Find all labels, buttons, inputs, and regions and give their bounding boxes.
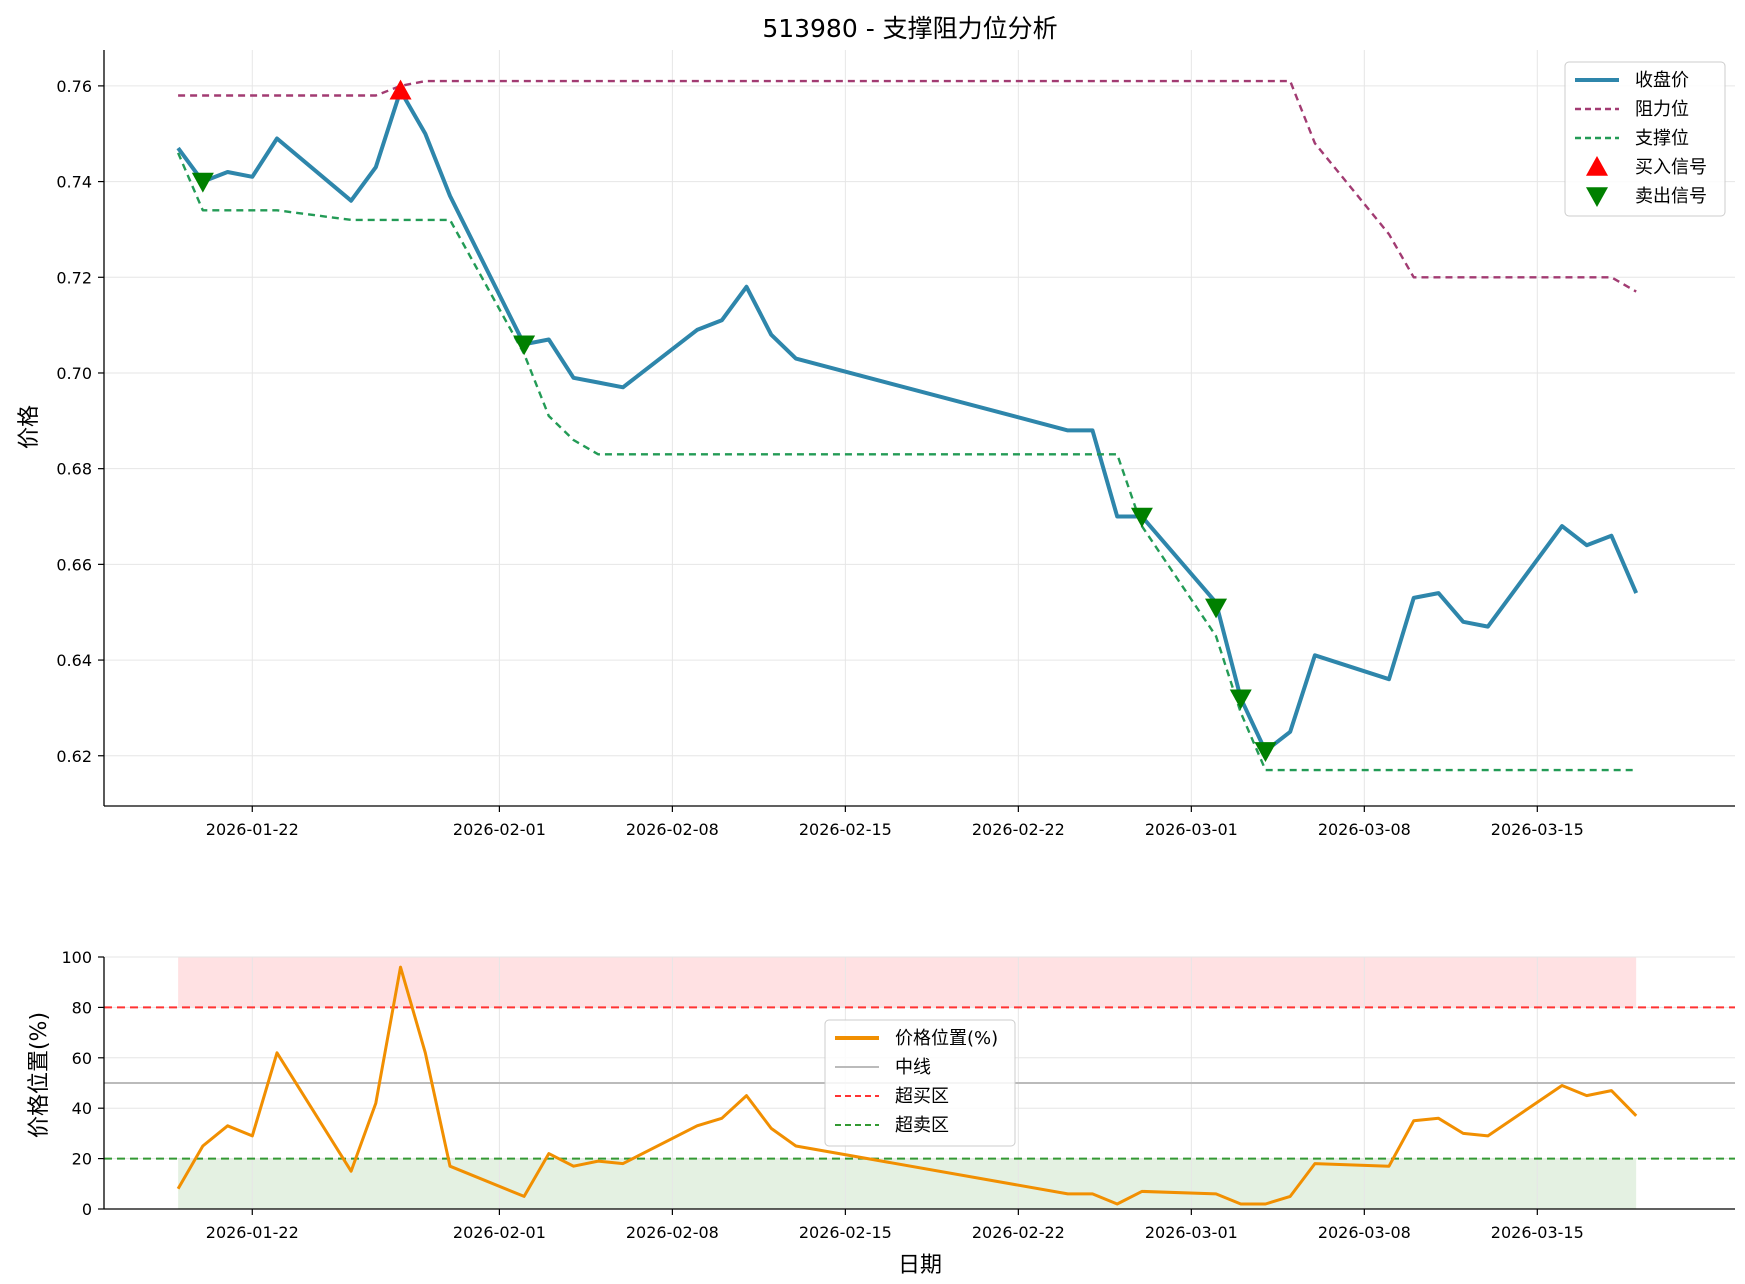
p0-series-line-2 (176, 152, 1637, 772)
p1-x-tick-label-6: 2026-03-08 (1318, 1223, 1411, 1242)
p0-x-tick-label-4: 2026-02-22 (972, 820, 1065, 839)
p0-marker-1-3 (1205, 598, 1228, 619)
p0-y-tick-label-3: 0.68 (56, 460, 92, 479)
bottom-x-axis-label: 日期 (898, 1253, 942, 1278)
p1-legend-label-2: 超买区 (895, 1086, 949, 1107)
p1-y-tick-label-3: 60 (72, 1049, 92, 1068)
p1-x-tick-label-4: 2026-02-22 (972, 1223, 1065, 1242)
p1-legend-box (824, 1019, 1016, 1147)
p0-x-tick-label-7: 2026-03-15 (1491, 820, 1584, 839)
p0-y-tick-label-2: 0.66 (56, 555, 92, 574)
p1-band-0 (178, 957, 1637, 1008)
p0-marker-1-0 (191, 172, 214, 193)
p1-x-tick-label-3: 2026-02-15 (799, 1223, 892, 1242)
top-y-axis-label: 价格 (17, 405, 42, 449)
p0-y-tick-label-1: 0.64 (56, 651, 92, 670)
p0-y-tick-label-7: 0.76 (56, 77, 92, 96)
p1-x-tick-label-1: 2026-02-01 (453, 1223, 546, 1242)
p0-series-line-1 (178, 79, 1637, 293)
p1-x-tick-label-2: 2026-02-08 (626, 1223, 719, 1242)
p1-y-tick-label-1: 20 (72, 1150, 92, 1169)
p0-x-tick-label-1: 2026-02-01 (453, 820, 546, 839)
p1-y-tick-label-4: 80 (72, 998, 92, 1017)
p0-legend-box (1564, 61, 1726, 217)
p0-x-tick-label-5: 2026-03-01 (1145, 820, 1238, 839)
p1-x-tick-label-5: 2026-03-01 (1145, 1223, 1238, 1242)
p0-series-line-0 (176, 88, 1639, 753)
p0-y-tick-label-0: 0.62 (56, 747, 92, 766)
p0-x-tick-label-6: 2026-03-08 (1318, 820, 1411, 839)
p1-legend-label-1: 中线 (895, 1057, 931, 1078)
p0-legend-label-0: 收盘价 (1635, 70, 1689, 91)
p1-x-tick-label-0: 2026-01-22 (206, 1223, 299, 1242)
p1-y-tick-label-5: 100 (61, 948, 92, 967)
p1-series-line-0 (176, 965, 1638, 1206)
p1-legend-label-3: 超卖区 (895, 1115, 949, 1136)
p0-marker-1-4 (1229, 689, 1252, 710)
p0-legend-swatch-3 (1586, 156, 1608, 176)
p0-marker-0-0 (389, 79, 412, 100)
p0-x-tick-label-2: 2026-02-08 (626, 820, 719, 839)
p0-legend-label-3: 买入信号 (1635, 157, 1707, 178)
p0-y-tick-label-5: 0.72 (56, 268, 92, 287)
p0-legend-swatch-4 (1586, 187, 1608, 207)
price-panel: 2026-01-22 2026-02-01 2026-02-08 2026-02-15… (56, 50, 1735, 839)
p0-x-tick-label-0: 2026-01-22 (206, 820, 299, 839)
p0-y-tick-label-6: 0.74 (56, 173, 92, 192)
p0-marker-1-2 (1130, 507, 1153, 528)
p1-legend-label-0: 价格位置(%) (895, 1028, 998, 1049)
p0-legend-label-1: 阻力位 (1635, 99, 1689, 120)
p1-y-tick-label-0: 0 (82, 1200, 92, 1219)
p1-x-tick-label-7: 2026-03-15 (1491, 1223, 1584, 1242)
p0-y-tick-label-4: 0.70 (56, 364, 92, 383)
chart-title: 513980 - 支撑阻力位分析 (762, 14, 1057, 43)
position-panel: 2026-01-22 2026-02-01 2026-02-08 2026-02-15… (61, 948, 1735, 1242)
p1-y-tick-label-2: 40 (72, 1099, 92, 1118)
p0-marker-1-1 (513, 335, 536, 356)
p0-legend-label-2: 支撑位 (1635, 128, 1689, 149)
p0-x-tick-label-3: 2026-02-15 (799, 820, 892, 839)
p0-marker-1-5 (1254, 742, 1277, 762)
bottom-y-axis-label: 价格位置(%) (27, 1012, 52, 1138)
p0-legend-label-4: 卖出信号 (1635, 186, 1707, 207)
